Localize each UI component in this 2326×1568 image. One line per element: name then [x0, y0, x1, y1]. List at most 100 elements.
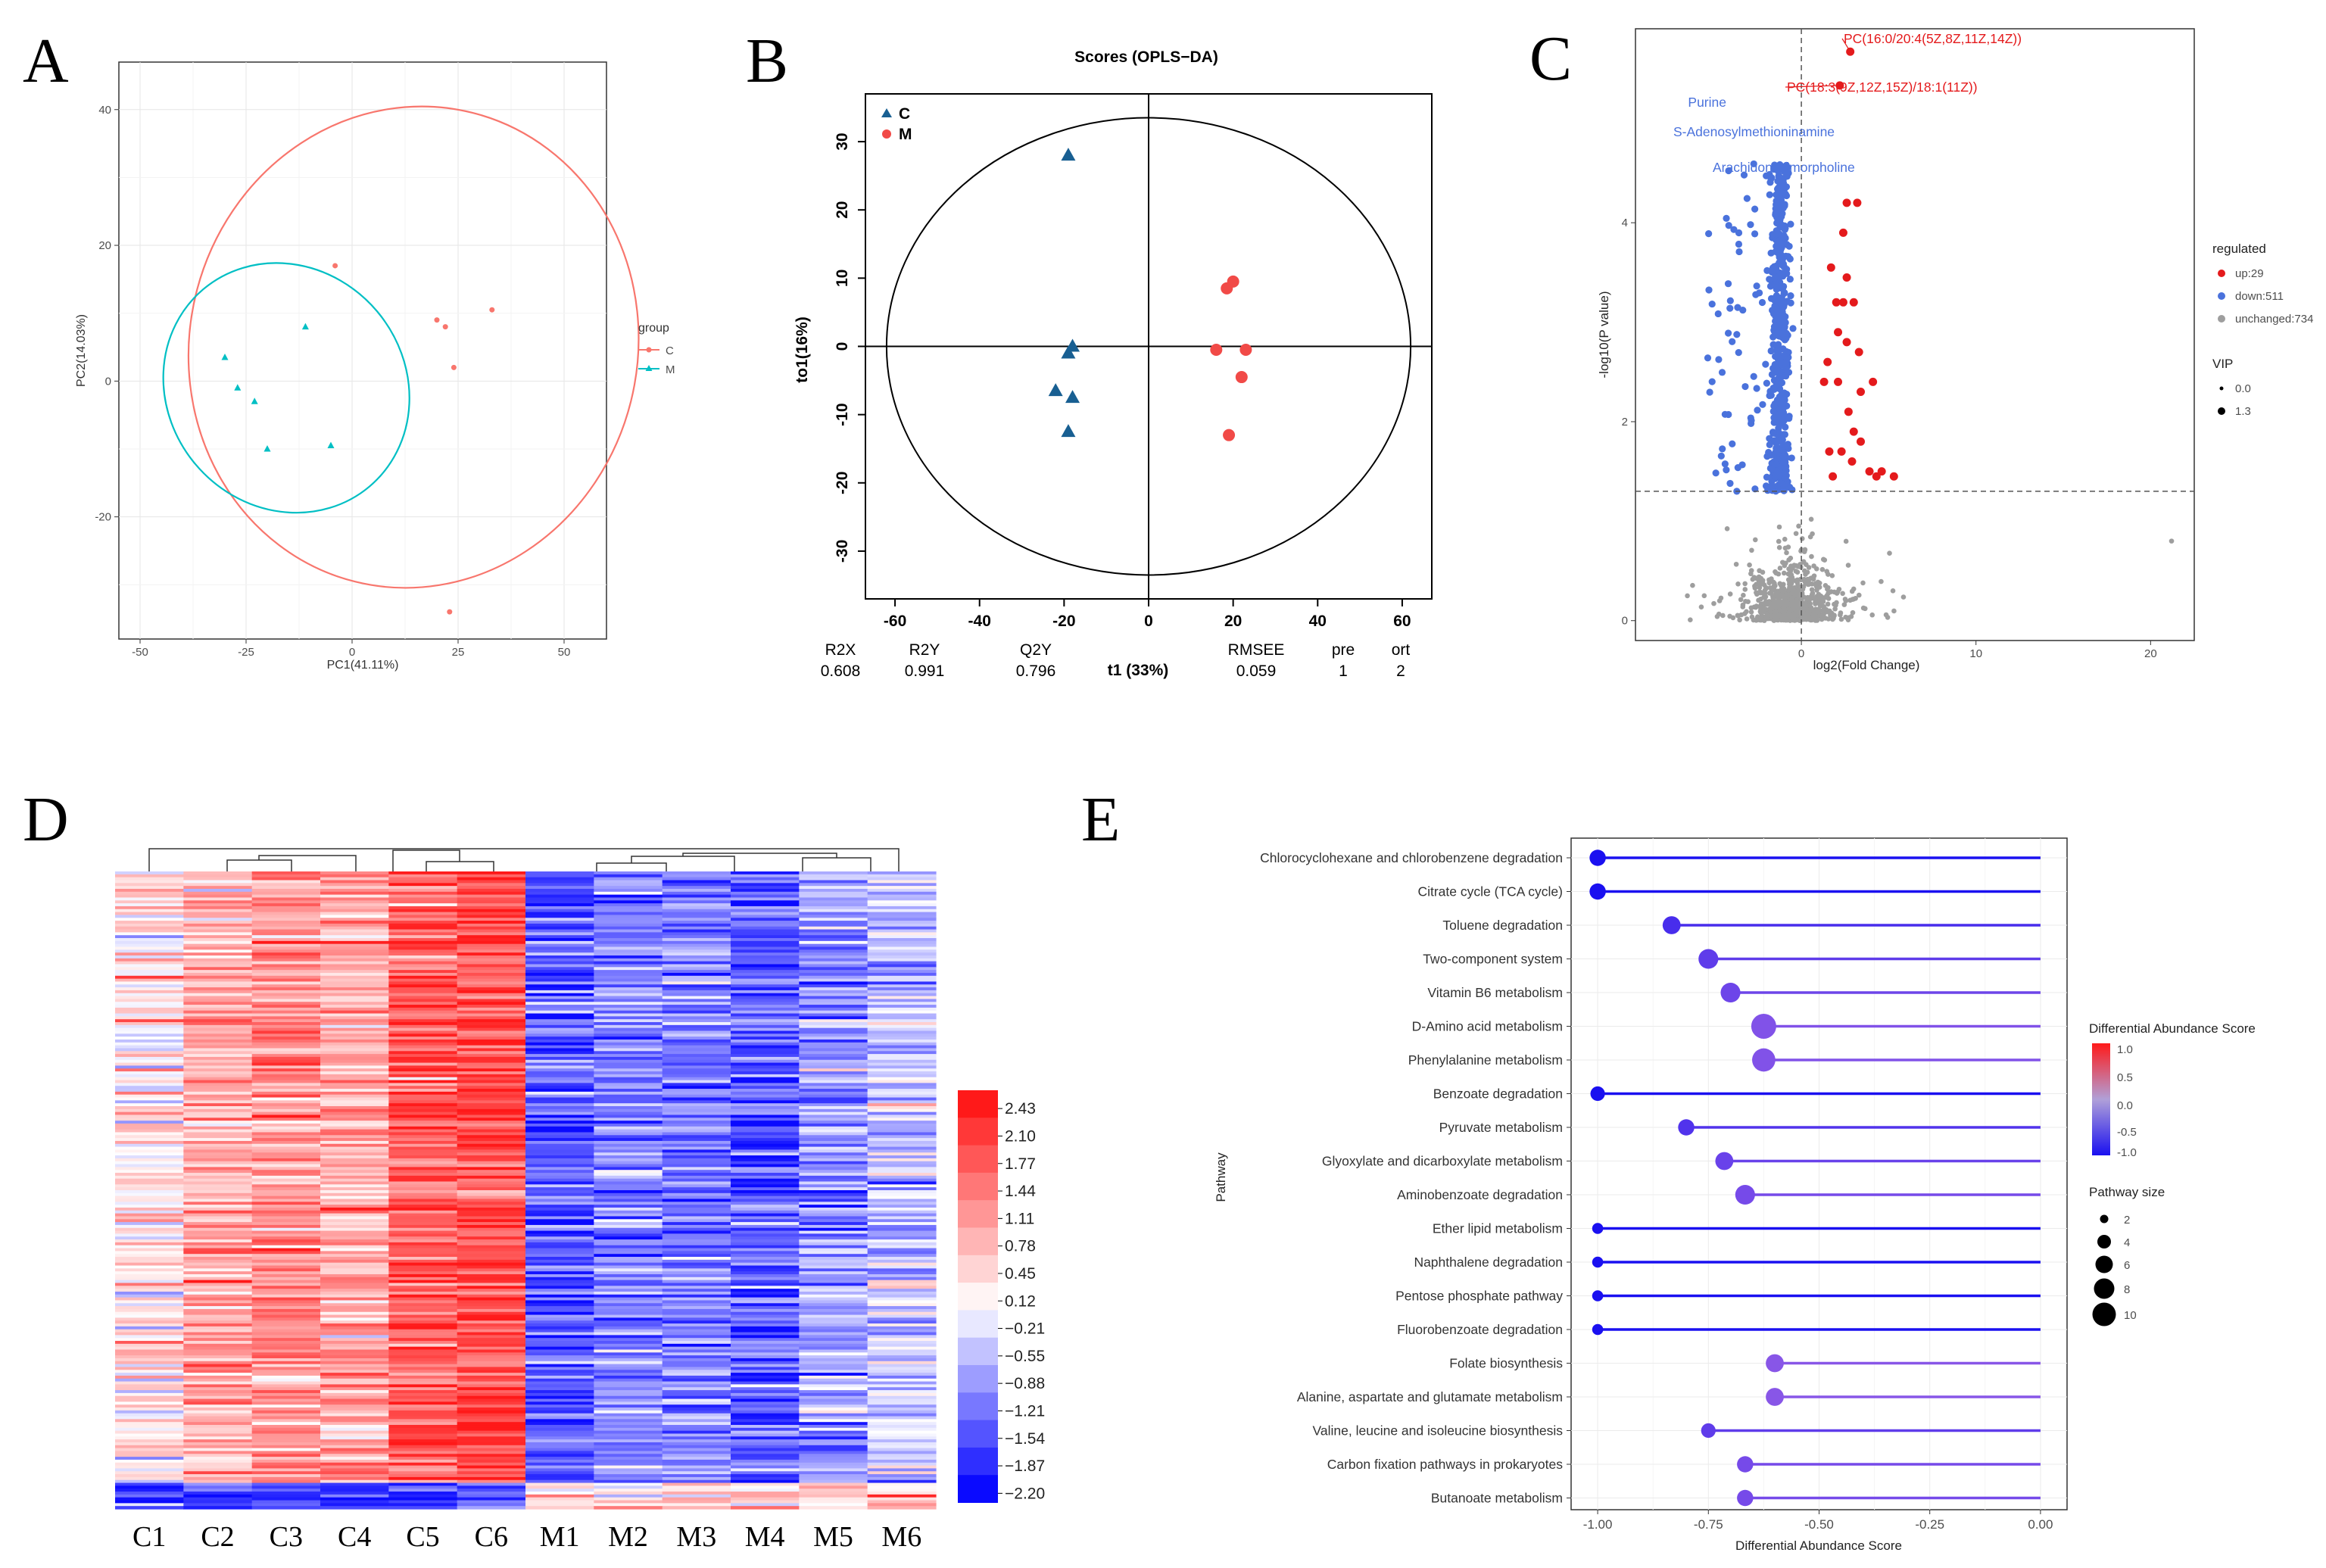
heatmap-cell: [525, 990, 594, 994]
heatmap-cell: [115, 1381, 184, 1386]
point-down: [1776, 421, 1783, 429]
heatmap-cell: [662, 1175, 731, 1180]
point-down: [1751, 205, 1759, 213]
heatmap-cell: [525, 1378, 594, 1383]
heatmap-cell: [320, 1100, 389, 1104]
point-up: [1844, 407, 1853, 416]
heatmap-cell: [457, 1439, 526, 1443]
heatmap-cell: [731, 891, 800, 896]
heatmap-cell: [251, 1149, 321, 1153]
heatmap-cell: [799, 1045, 868, 1049]
panel-e-pathway-lollipop: Chlorocyclohexane and chlorobenzene degr…: [1214, 837, 2256, 1553]
point-unchanged: [1832, 606, 1838, 612]
heatmap-cell: [662, 996, 731, 999]
heatmap-cell: [388, 946, 458, 950]
heatmap-cell: [251, 961, 321, 965]
point-unchanged: [1711, 600, 1716, 606]
point-unchanged: [1771, 618, 1777, 623]
heatmap-cell: [525, 1207, 594, 1211]
heatmap-cell: [457, 1195, 526, 1200]
heatmap-cell: [594, 1332, 663, 1336]
heatmap-cell: [388, 1019, 458, 1023]
heatmap-cell: [388, 958, 458, 962]
heatmap-cell: [594, 1280, 663, 1284]
heatmap-cell: [251, 880, 321, 884]
point-unchanged: [1763, 606, 1769, 613]
heatmap-cell: [388, 1065, 458, 1069]
heatmap-cell: [867, 1398, 937, 1402]
heatmap-cell: [731, 1213, 800, 1217]
heatmap-cell: [867, 1323, 937, 1327]
heatmap-cell: [457, 1170, 526, 1174]
heatmap-cell: [662, 1071, 731, 1075]
heatmap-cell: [251, 1448, 321, 1452]
heatmap-cell: [115, 967, 184, 971]
heatmap-cell: [525, 1121, 594, 1124]
heatmap-cell: [457, 999, 526, 1002]
heatmap-cell: [388, 1448, 458, 1452]
legend-m-label: M: [899, 126, 912, 143]
heatmap-cell: [731, 1155, 800, 1159]
heatmap-cell: [251, 929, 321, 933]
legend-swatch: [958, 1172, 998, 1201]
data-point-M: [327, 441, 335, 449]
heatmap-cell: [457, 1311, 526, 1316]
legend-unchanged-label: unchanged:734: [2235, 313, 2313, 326]
heatmap-cell: [662, 943, 731, 948]
heatmap-cell: [115, 1108, 184, 1113]
heatmap-cell: [662, 883, 731, 887]
heatmap-cell: [388, 1355, 458, 1359]
heatmap-cell: [183, 1445, 253, 1449]
heatmap-cell: [251, 999, 321, 1002]
heatmap-cell: [525, 891, 594, 896]
heatmap-cell: [662, 1016, 731, 1020]
heatmap-cell: [594, 1164, 663, 1167]
heatmap-cell: [799, 1068, 868, 1072]
heatmap-cell: [525, 932, 594, 936]
heatmap-cell: [251, 1167, 321, 1171]
heatmap-cell: [388, 990, 458, 994]
heatmap-cell: [251, 1068, 321, 1072]
heatmap-cell: [115, 981, 184, 985]
heatmap-cell: [251, 1111, 321, 1116]
heatmap-cell: [662, 1118, 731, 1121]
heatmap-cell: [662, 888, 731, 893]
point-down: [1782, 373, 1790, 380]
heatmap-cell: [388, 1190, 458, 1194]
heatmap-cell: [388, 1268, 458, 1272]
heatmap-cell: [867, 1068, 937, 1072]
heatmap-cell: [320, 874, 389, 878]
heatmap-cell: [525, 1051, 594, 1055]
heatmap-cell: [183, 1219, 253, 1223]
heatmap-cell: [594, 1459, 663, 1464]
heatmap-cell: [867, 1251, 937, 1255]
heatmap-cell: [867, 1065, 937, 1069]
heatmap-cell: [594, 1155, 663, 1159]
heatmap-cell: [183, 1230, 253, 1235]
heatmap-cell: [799, 990, 868, 994]
heatmap-cell: [525, 1146, 594, 1151]
heatmap-cell: [251, 1010, 321, 1015]
heatmap-cell: [799, 1062, 868, 1067]
heatmap-cell: [388, 1129, 458, 1133]
legend-swatch: [958, 1475, 998, 1503]
heatmap-cell: [799, 1291, 868, 1295]
point-down: [1776, 216, 1784, 223]
heatmap-cell: [115, 888, 184, 893]
heatmap-cell: [251, 897, 321, 901]
heatmap-cell: [115, 1083, 184, 1086]
heatmap-cell: [457, 1178, 526, 1183]
heatmap-cell: [594, 1242, 663, 1246]
heatmap-cell: [183, 967, 253, 971]
y-tick-label: 30: [834, 132, 851, 150]
heatmap-cell: [388, 1161, 458, 1165]
point-down: [1777, 400, 1785, 408]
heatmap-cell: [525, 1080, 594, 1083]
heatmap-cell: [525, 1427, 594, 1432]
heatmap-cell: [662, 1257, 731, 1261]
heatmap-cell: [183, 1476, 253, 1481]
heatmap-cell: [731, 1503, 800, 1507]
heatmap-cell: [731, 918, 800, 921]
point-down: [1725, 167, 1732, 175]
